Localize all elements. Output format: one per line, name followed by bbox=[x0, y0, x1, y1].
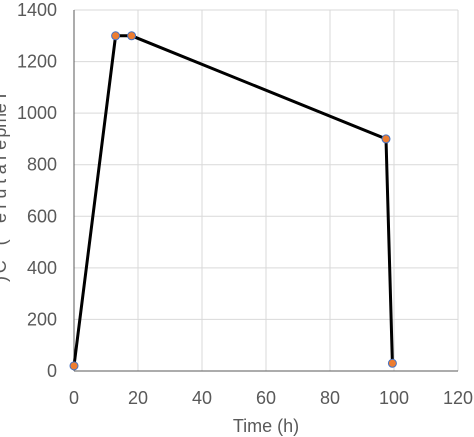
y-axis-label-char: ° bbox=[0, 251, 10, 258]
series-line bbox=[72, 34, 394, 366]
axes bbox=[73, 10, 458, 372]
x-tick-labels: 0 20 40 60 80 100 120 bbox=[69, 388, 473, 408]
y-axis-label-char: T bbox=[0, 91, 10, 102]
x-tick-label: 40 bbox=[192, 388, 212, 408]
y-tick-label: 200 bbox=[27, 309, 57, 329]
y-axis-label-char: p bbox=[0, 128, 10, 138]
data-point bbox=[381, 134, 391, 144]
y-tick-label: 600 bbox=[27, 206, 57, 226]
x-tick-label: 80 bbox=[320, 388, 340, 408]
data-point bbox=[387, 358, 397, 368]
y-axis-label-char: t bbox=[0, 179, 10, 184]
y-axis-label-char: u bbox=[0, 189, 10, 199]
y-axis-label-char: e bbox=[0, 103, 10, 113]
y-axis-label-char: r bbox=[0, 203, 10, 209]
grid bbox=[74, 9, 459, 371]
y-tick-label: 400 bbox=[27, 258, 57, 278]
plot-area bbox=[69, 31, 397, 371]
y-tick-label: 1200 bbox=[17, 52, 57, 72]
y-axis-label: Temperature (°C) bbox=[0, 91, 10, 283]
y-axis-label-char: m bbox=[0, 113, 10, 128]
y-tick-label: 0 bbox=[47, 361, 57, 381]
data-point bbox=[111, 31, 121, 41]
x-tick-label: 60 bbox=[256, 388, 276, 408]
y-axis-label-char: ) bbox=[0, 276, 10, 282]
y-tick-label: 1400 bbox=[17, 0, 57, 20]
data-point bbox=[69, 361, 79, 371]
y-tick-labels: 0 200 400 600 800 1000 1200 1400 bbox=[17, 0, 57, 381]
x-tick-label: 20 bbox=[128, 388, 148, 408]
y-axis-label-char: C bbox=[0, 260, 10, 273]
y-axis-label-char: ( bbox=[0, 239, 10, 245]
y-tick-label: 1000 bbox=[17, 103, 57, 123]
x-tick-label: 0 bbox=[69, 388, 79, 408]
x-tick-label: 120 bbox=[443, 388, 473, 408]
y-axis-label-char: r bbox=[0, 154, 10, 160]
data-point bbox=[127, 31, 137, 41]
y-axis-label-char: e bbox=[0, 213, 10, 223]
x-tick-label: 100 bbox=[379, 388, 409, 408]
y-tick-label: 800 bbox=[27, 155, 57, 175]
x-axis-label: Time (h) bbox=[233, 416, 299, 436]
y-axis-label-char: e bbox=[0, 140, 10, 150]
y-axis-label-char: a bbox=[0, 163, 10, 174]
